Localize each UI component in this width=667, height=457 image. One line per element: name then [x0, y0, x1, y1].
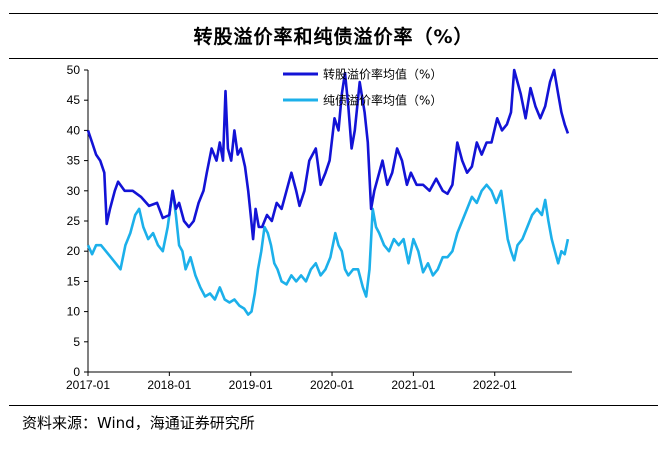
- source-note: 资料来源：Wind，海通证券研究所: [22, 414, 255, 432]
- x-tick-label: 2017-01: [66, 378, 110, 392]
- chart-series: [86, 68, 570, 316]
- x-tick-label: 2018-01: [147, 378, 191, 392]
- y-tick-label: 50: [67, 63, 81, 77]
- x-tick-label: 2019-01: [229, 378, 273, 392]
- y-tick-label: 20: [67, 244, 81, 258]
- series-line-2: [86, 183, 570, 316]
- chart-legend: 转股溢价率均值（%） 纯债溢价率均值（%）: [283, 67, 442, 108]
- top-rule: [9, 13, 658, 14]
- series-line-1: [86, 68, 570, 241]
- y-tick-label: 15: [67, 274, 81, 288]
- x-tick-label: 2022-01: [473, 378, 517, 392]
- y-tick-label: 40: [67, 123, 81, 137]
- y-tick-label: 25: [67, 214, 81, 228]
- chart-axes: 0 5 10 15 20 25 30 35 40 45 50 2017-01 2018-01 2019-0…: [66, 63, 572, 392]
- title-rule: [9, 58, 658, 59]
- x-tick-label: 2020-01: [310, 378, 354, 392]
- y-tick-label: 10: [67, 305, 81, 319]
- y-tick-label: 0: [73, 365, 80, 379]
- legend-label-2: 纯债溢价率均值（%）: [323, 93, 442, 108]
- chart-title: 转股溢价率和纯债溢价率（%）: [193, 26, 474, 48]
- y-tick-label: 35: [67, 154, 81, 168]
- y-tick-label: 45: [67, 93, 81, 107]
- legend-label-1: 转股溢价率均值（%）: [323, 67, 442, 82]
- bottom-rule: [9, 405, 658, 406]
- x-tick-label: 2021-01: [391, 378, 435, 392]
- y-tick-label: 5: [73, 335, 80, 349]
- y-tick-label: 30: [67, 184, 81, 198]
